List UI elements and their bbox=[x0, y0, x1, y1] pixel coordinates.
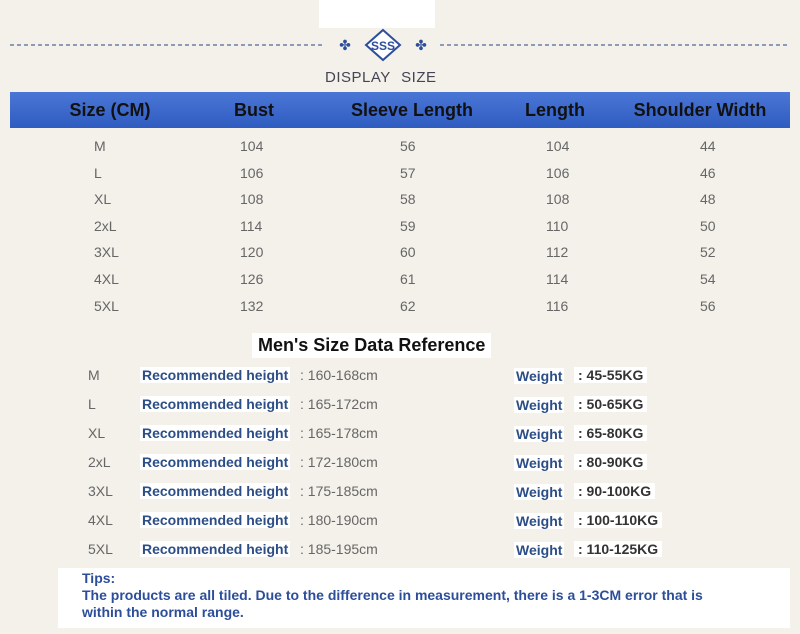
table-cell: 106 bbox=[546, 164, 570, 181]
height-label: Recommended height bbox=[140, 483, 291, 499]
table-cell: 54 bbox=[700, 271, 716, 287]
table-cell: 106 bbox=[240, 164, 264, 181]
weight-value: : 45-55KG bbox=[574, 367, 648, 383]
column-header: Size (CM) bbox=[69, 100, 151, 120]
table-cell: 108 bbox=[546, 191, 570, 208]
table-cell: 108 bbox=[240, 191, 264, 208]
height-label: Recommended height bbox=[140, 541, 291, 557]
table-cell: L bbox=[94, 164, 102, 181]
ref-size: XL bbox=[88, 425, 106, 441]
section-title: DISPLAY SIZE bbox=[325, 69, 437, 86]
table-cell: 3XL bbox=[94, 244, 119, 261]
height-value: : 160-168cm bbox=[300, 367, 378, 383]
table-cell: 59 bbox=[400, 217, 416, 234]
weight-label: Weight bbox=[514, 368, 565, 384]
table-cell: 2xL bbox=[94, 217, 117, 234]
table-cell: 56 bbox=[700, 297, 716, 314]
table-cell: 57 bbox=[400, 164, 416, 181]
weight-value: : 110-125KG bbox=[574, 541, 663, 557]
svg-text:✤: ✤ bbox=[339, 37, 351, 53]
table-cell: 50 bbox=[700, 217, 716, 234]
height-value: : 165-172cm bbox=[300, 396, 378, 412]
weight-label: Weight bbox=[514, 484, 565, 500]
table-cell: M bbox=[94, 138, 106, 154]
ref-size: 2xL bbox=[88, 454, 111, 470]
tips-text: The products are all tiled. Due to the d… bbox=[82, 587, 703, 620]
height-value: : 165-178cm bbox=[300, 425, 378, 441]
table-cell: 126 bbox=[240, 271, 264, 287]
table-cell: 116 bbox=[546, 297, 569, 314]
tips-title: Tips: bbox=[82, 570, 116, 586]
column-header: Bust bbox=[234, 100, 274, 120]
table-cell: 114 bbox=[240, 217, 263, 234]
column-header: Sleeve Length bbox=[350, 100, 474, 120]
ref-size: 5XL bbox=[88, 541, 113, 557]
table-cell: 44 bbox=[700, 138, 716, 154]
ref-size: M bbox=[88, 367, 100, 383]
height-label: Recommended height bbox=[140, 396, 291, 412]
table-cell: 56 bbox=[400, 138, 416, 154]
table-cell: 60 bbox=[400, 244, 416, 261]
table-cell: 132 bbox=[240, 297, 264, 314]
ref-size: 4XL bbox=[88, 512, 113, 528]
weight-value: : 90-100KG bbox=[574, 483, 656, 499]
table-cell: 114 bbox=[546, 271, 569, 287]
table-cell: 4XL bbox=[94, 271, 119, 287]
table-header bbox=[10, 92, 790, 128]
height-value: : 185-195cm bbox=[300, 541, 378, 557]
table-cell: 61 bbox=[400, 271, 416, 287]
height-label: Recommended height bbox=[140, 454, 291, 470]
table-cell: 110 bbox=[546, 217, 569, 234]
ref-size: 3XL bbox=[88, 483, 113, 499]
table-cell: 52 bbox=[700, 244, 716, 261]
height-value: : 172-180cm bbox=[300, 454, 378, 470]
table-cell: 62 bbox=[400, 297, 416, 314]
column-header: Shoulder Width bbox=[633, 100, 767, 120]
weight-value: : 65-80KG bbox=[574, 425, 648, 441]
height-label: Recommended height bbox=[140, 512, 291, 528]
tips-box bbox=[58, 568, 790, 628]
weight-label: Weight bbox=[514, 426, 565, 442]
svg-text:✤: ✤ bbox=[415, 37, 427, 53]
table-cell: 58 bbox=[400, 191, 416, 208]
top-box bbox=[319, 0, 435, 28]
table-cell: 104 bbox=[546, 138, 570, 154]
weight-label: Weight bbox=[514, 542, 565, 558]
table-cell: 112 bbox=[546, 244, 569, 261]
table-cell: 46 bbox=[700, 164, 716, 181]
weight-value: : 100-110KG bbox=[574, 512, 663, 528]
height-label: Recommended height bbox=[140, 367, 291, 383]
reference-title: Men's Size Data Reference bbox=[252, 333, 492, 358]
table-cell: XL bbox=[94, 191, 112, 208]
table-cell: 5XL bbox=[94, 297, 119, 314]
height-value: : 175-185cm bbox=[300, 483, 378, 499]
table-cell: 104 bbox=[240, 138, 264, 154]
weight-value: : 50-65KG bbox=[574, 396, 648, 412]
weight-label: Weight bbox=[514, 513, 565, 529]
ref-size: L bbox=[88, 396, 96, 412]
ornament: SSS ✤ ✤ bbox=[10, 28, 790, 62]
weight-value: : 80-90KG bbox=[574, 454, 648, 470]
weight-label: Weight bbox=[514, 455, 565, 471]
weight-label: Weight bbox=[514, 397, 565, 413]
table-cell: 120 bbox=[240, 244, 264, 261]
column-header: Length bbox=[525, 100, 585, 120]
svg-text:SSS: SSS bbox=[371, 39, 395, 53]
table-cell: 48 bbox=[700, 191, 716, 208]
height-value: : 180-190cm bbox=[300, 512, 378, 528]
height-label: Recommended height bbox=[140, 425, 291, 441]
